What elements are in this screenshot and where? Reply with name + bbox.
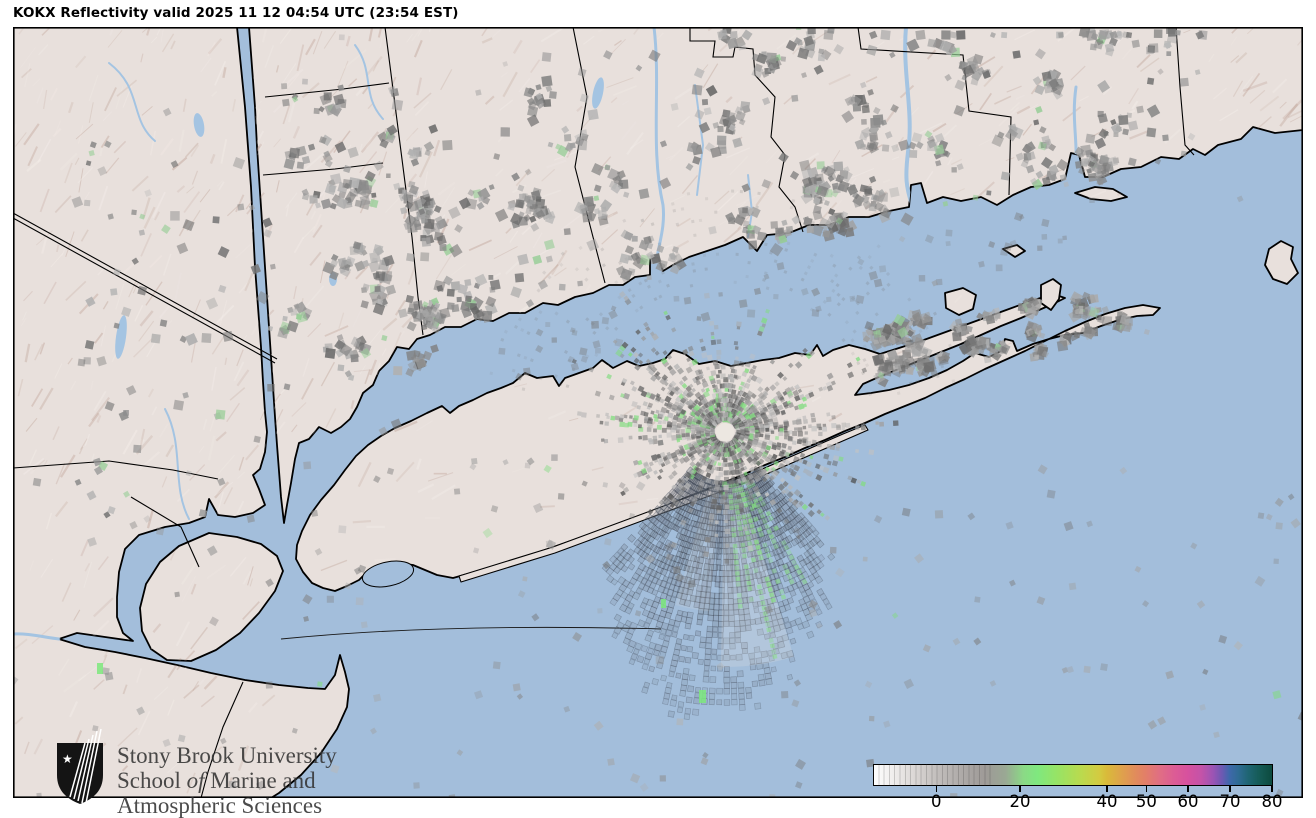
university-shield-icon: ★	[55, 729, 107, 809]
institution-logo: ★ Stony Brook University School of Marin…	[55, 729, 337, 818]
map-title: KOKX Reflectivity valid 2025 11 12 04:54…	[13, 5, 459, 21]
logo-line-2: School of Marine and	[117, 768, 337, 793]
shield-star-icon: ★	[62, 752, 73, 766]
colorbar-tick-label: 0	[931, 792, 942, 811]
colorbar-tick-label: 80	[1262, 792, 1283, 811]
colorbar-tick-label: 60	[1178, 792, 1199, 811]
radar-map-canvas	[13, 27, 1303, 798]
logo-line-1: Stony Brook University	[117, 743, 337, 768]
colorbar-tick-label: 50	[1136, 792, 1157, 811]
radar-site-hole	[716, 423, 734, 441]
colorbar-tick-label: 70	[1220, 792, 1241, 811]
logo-line-3: Atmospheric Sciences	[117, 793, 337, 818]
colorbar-discrete-steps	[873, 764, 994, 786]
colorbar-tick-label: 40	[1097, 792, 1118, 811]
colorbar-tick-label: 20	[1010, 792, 1031, 811]
radar-map: ★ Stony Brook University School of Marin…	[13, 27, 1303, 798]
institution-name: Stony Brook University School of Marine …	[117, 743, 337, 818]
